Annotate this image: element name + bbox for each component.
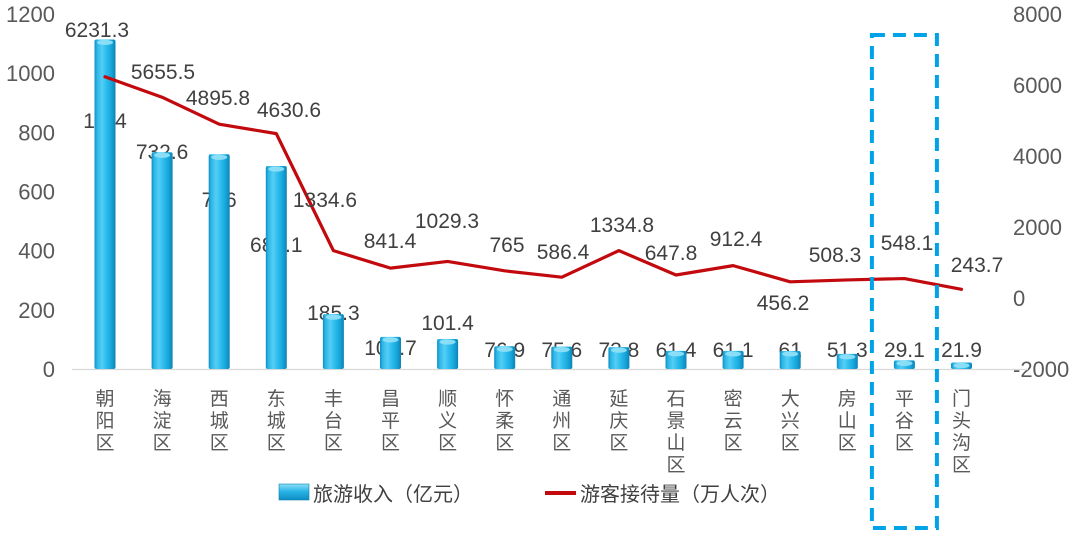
- x-axis-label: 怀柔区: [495, 388, 514, 454]
- x-axis-label: 东城区: [267, 388, 286, 454]
- legend: 旅游收入（亿元） 游客接待量（万人次）: [278, 483, 780, 506]
- bar: [608, 347, 630, 369]
- bar-top-cap: [782, 351, 799, 357]
- bar-top-cap: [97, 39, 113, 46]
- right-axis-tick: 8000: [1013, 2, 1062, 27]
- line-value-label: 4895.8: [186, 87, 250, 110]
- bar-top-cap: [725, 351, 742, 357]
- x-axis-label: 门头沟区: [952, 388, 971, 476]
- bar: [437, 339, 459, 369]
- x-axis-label: 通州区: [552, 388, 571, 454]
- x-axis-label: 顺义区: [438, 389, 457, 454]
- right-axis-tick: 4000: [1013, 144, 1062, 169]
- line-value-label: 4630.6: [257, 99, 321, 122]
- left-axis-tick: 1000: [6, 61, 55, 86]
- bar: [322, 314, 344, 369]
- bar-value-label: 101.4: [421, 312, 474, 335]
- bar-top-cap: [154, 152, 171, 158]
- right-axis-tick: 2000: [1013, 215, 1062, 240]
- line-value-label: 508.3: [809, 244, 862, 267]
- line-value-label: 841.4: [364, 230, 417, 253]
- line-value-label: 243.7: [951, 254, 1004, 277]
- bar: [208, 154, 230, 369]
- bar-top-cap: [610, 347, 627, 353]
- left-axis-tick: 0: [43, 357, 55, 382]
- line-value-label: 765: [489, 234, 524, 257]
- right-axis-tick: 6000: [1013, 73, 1062, 98]
- line-value-label: 5655.5: [131, 61, 195, 84]
- x-axis-label: 昌平区: [381, 389, 400, 454]
- left-axis-tick: 600: [18, 180, 55, 205]
- legend-bar-swatch: [278, 483, 310, 501]
- line-value-label: 1334.8: [590, 214, 654, 237]
- bar-value-label: 185.3: [307, 302, 360, 325]
- visitors-line: [103, 75, 964, 291]
- x-axis-label: 延庆区: [609, 388, 628, 454]
- bar-top-cap: [439, 339, 456, 345]
- line-value-label: 912.4: [710, 228, 763, 251]
- bar-top-cap: [896, 360, 913, 366]
- bar-top-cap: [382, 337, 399, 343]
- x-axis-label: 丰台区: [324, 388, 343, 454]
- right-axis-tick: 0: [1013, 286, 1025, 311]
- bar-top-cap: [953, 362, 970, 369]
- bar: [494, 346, 516, 369]
- bar-top-cap: [325, 314, 342, 320]
- left-axis-tick: 400: [18, 239, 55, 264]
- line-value-label: 6231.3: [65, 19, 129, 42]
- bar-value-label: 29.1: [884, 339, 925, 362]
- x-axis-label: 石景山区: [666, 389, 685, 476]
- bar-top-cap: [268, 166, 285, 172]
- x-axis-label: 房山区: [838, 388, 857, 454]
- x-axis-label: 海淀区: [153, 388, 172, 454]
- bar-top-cap: [553, 347, 570, 353]
- x-axis-label: 西城区: [210, 389, 229, 454]
- line-value-label: 586.4: [537, 241, 590, 264]
- bar: [94, 39, 116, 370]
- bar-top-cap: [496, 346, 513, 352]
- x-axis-label: 大兴区: [781, 388, 800, 454]
- bar-value-label: 21.9: [941, 339, 982, 362]
- bar: [265, 166, 287, 369]
- bar-top-cap: [839, 354, 856, 360]
- left-axis-tick: 800: [18, 120, 55, 145]
- bar: [551, 346, 573, 369]
- x-axis-label: 平谷区: [895, 389, 914, 454]
- left-axis-tick: 1200: [6, 2, 55, 27]
- line-value-label: 548.1: [881, 232, 934, 255]
- legend-line-label: 游客接待量（万人次）: [580, 483, 780, 506]
- line-value-label: 1029.3: [415, 210, 479, 233]
- highlight-box-pinggu: [869, 33, 939, 530]
- line-value-label: 1334.6: [293, 189, 357, 212]
- legend-bar-label: 旅游收入（亿元）: [313, 483, 473, 506]
- bar-top-cap: [211, 154, 228, 160]
- x-axis-label: 密云区: [724, 388, 743, 454]
- bar: [380, 336, 401, 369]
- bar-top-cap: [668, 351, 684, 357]
- x-axis-label: 朝阳区: [95, 388, 114, 454]
- line-value-label: 647.8: [645, 242, 698, 265]
- left-axis-tick: 200: [18, 298, 55, 323]
- bar: [151, 152, 173, 369]
- line-value-label: 456.2: [757, 292, 810, 315]
